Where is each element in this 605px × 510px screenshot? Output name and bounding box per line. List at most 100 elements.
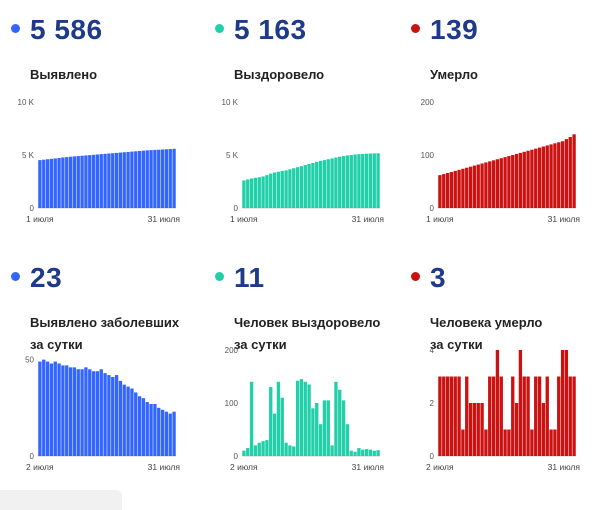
bar <box>295 380 300 456</box>
bar <box>88 369 92 456</box>
x-tick-label-end: 31 июля <box>548 462 581 472</box>
bar <box>326 159 330 208</box>
series-dot-icon <box>215 272 224 281</box>
bar <box>361 153 365 208</box>
bar <box>311 162 315 208</box>
bar <box>103 153 107 208</box>
bar <box>157 149 161 208</box>
bar <box>491 376 496 456</box>
bar <box>334 381 338 456</box>
bar <box>472 403 477 456</box>
bar <box>272 172 277 208</box>
bar <box>545 145 549 208</box>
bar <box>145 150 149 208</box>
bar <box>280 397 284 456</box>
bar <box>65 157 69 208</box>
bar <box>38 361 42 456</box>
bar <box>242 450 246 456</box>
bar <box>495 159 500 208</box>
bar <box>134 392 138 456</box>
y-tick-label: 10 K <box>222 98 239 107</box>
x-tick-label-end: 31 июля <box>352 214 385 224</box>
card-value: 23 <box>30 262 63 293</box>
bar <box>534 376 538 456</box>
bar <box>468 166 473 208</box>
bar <box>364 153 369 208</box>
card-value: 5 586 <box>30 14 103 45</box>
bar <box>472 165 477 208</box>
bar <box>438 376 442 456</box>
bar <box>299 166 304 208</box>
bar <box>449 376 454 456</box>
bar <box>357 154 361 208</box>
bar <box>253 177 258 208</box>
bar <box>534 148 538 208</box>
y-tick-label: 10 K <box>18 98 35 107</box>
bar <box>461 429 465 456</box>
bar <box>246 179 250 208</box>
bar <box>153 149 157 208</box>
bar <box>345 155 350 208</box>
bar <box>118 152 123 208</box>
bar <box>445 173 450 208</box>
card-caption: Умерло <box>430 67 478 82</box>
bar <box>137 150 142 208</box>
bar <box>376 153 380 208</box>
bar <box>303 381 307 456</box>
bar <box>372 450 376 456</box>
bar <box>445 376 450 456</box>
bar <box>491 160 496 208</box>
bar <box>276 171 281 208</box>
bar <box>68 156 73 208</box>
bar <box>249 381 254 456</box>
bar <box>114 152 119 208</box>
x-tick-label-start: 2 июля <box>230 462 258 472</box>
bar <box>449 171 454 208</box>
bar <box>107 375 111 456</box>
bar <box>480 403 484 456</box>
bar <box>530 149 534 208</box>
card-caption: Выздоровело <box>234 67 325 82</box>
bar <box>118 380 123 456</box>
y-tick-label: 2 <box>430 399 435 408</box>
bar <box>130 388 134 456</box>
bar <box>126 386 130 456</box>
bar <box>276 381 281 456</box>
bar <box>341 156 346 208</box>
bar <box>292 168 296 208</box>
bar <box>484 162 488 208</box>
bar <box>65 365 69 456</box>
bar <box>57 363 61 456</box>
bar <box>537 147 542 208</box>
bar <box>572 134 576 208</box>
bar <box>49 363 54 456</box>
series-dot-icon <box>11 24 20 33</box>
bar <box>560 350 565 456</box>
bar <box>253 445 258 456</box>
card-total-deaths: 139 Умерло 200 100 0 1 июля 31 июля <box>408 12 603 262</box>
bar <box>503 429 507 456</box>
bar <box>465 167 469 208</box>
bar <box>45 159 50 208</box>
bar <box>168 413 172 456</box>
bar <box>338 156 342 208</box>
bar <box>507 429 511 456</box>
bar <box>514 153 519 208</box>
bar <box>541 403 546 456</box>
bar <box>511 155 515 208</box>
bar <box>322 160 327 208</box>
bar <box>488 161 492 208</box>
bar <box>326 400 330 456</box>
bar <box>499 158 503 208</box>
x-tick-label-start: 2 июля <box>26 462 54 472</box>
bar <box>84 367 88 456</box>
bar <box>122 152 126 208</box>
bar <box>545 376 549 456</box>
bar <box>68 367 73 456</box>
bar <box>537 376 542 456</box>
bar <box>457 169 461 208</box>
bar <box>476 164 480 208</box>
bar <box>72 156 77 208</box>
bar <box>507 156 511 208</box>
